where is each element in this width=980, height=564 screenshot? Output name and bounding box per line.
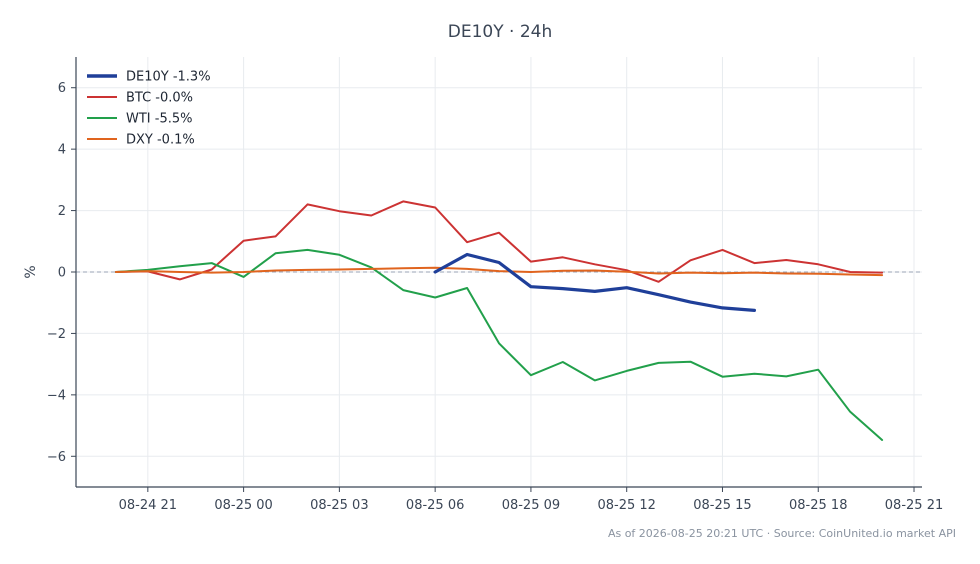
y-tick-label: 6 (58, 81, 66, 96)
x-tick-label: 08-25 00 (214, 498, 272, 513)
series-line-de10y (433, 252, 757, 312)
y-tick-label: −2 (47, 327, 66, 342)
legend-label: BTC -0.0% (126, 91, 193, 106)
y-axis-ticks: −6 −4 −2 0 2 4 6 (47, 81, 76, 465)
source-footer: As of 2026-08-25 20:21 UTC · Source: Coi… (607, 527, 956, 540)
series-line-wti (114, 248, 884, 441)
x-tick-label: 08-25 12 (597, 498, 655, 513)
y-tick-label: −4 (47, 388, 66, 403)
chart-title: DE10Y · 24h (448, 22, 552, 42)
x-tick-label: 08-25 21 (885, 498, 943, 513)
x-tick-label: 08-25 03 (310, 498, 368, 513)
y-tick-label: −6 (47, 450, 66, 465)
y-tick-label: 4 (58, 143, 66, 158)
legend-label: DE10Y -1.3% (126, 70, 211, 85)
legend: DE10Y -1.3% BTC -0.0% WTI -5.5% DXY -0.1% (87, 70, 211, 148)
y-tick-label: 0 (58, 266, 66, 281)
x-tick-label: 08-25 06 (406, 498, 464, 513)
x-tick-label: 08-25 09 (502, 498, 560, 513)
series-lines (114, 200, 884, 441)
x-axis-ticks: 08-24 21 08-25 00 08-25 03 08-25 06 08-25 09… (119, 487, 943, 513)
series-line-dxy (114, 266, 884, 277)
y-tick-label: 2 (58, 204, 66, 219)
x-tick-label: 08-25 15 (693, 498, 751, 513)
x-tick-label: 08-24 21 (119, 498, 177, 513)
y-axis-label: % (23, 265, 39, 278)
x-tick-label: 08-25 18 (789, 498, 847, 513)
legend-label: DXY -0.1% (126, 133, 195, 148)
legend-label: WTI -5.5% (126, 112, 192, 127)
series-line-btc (114, 200, 884, 283)
